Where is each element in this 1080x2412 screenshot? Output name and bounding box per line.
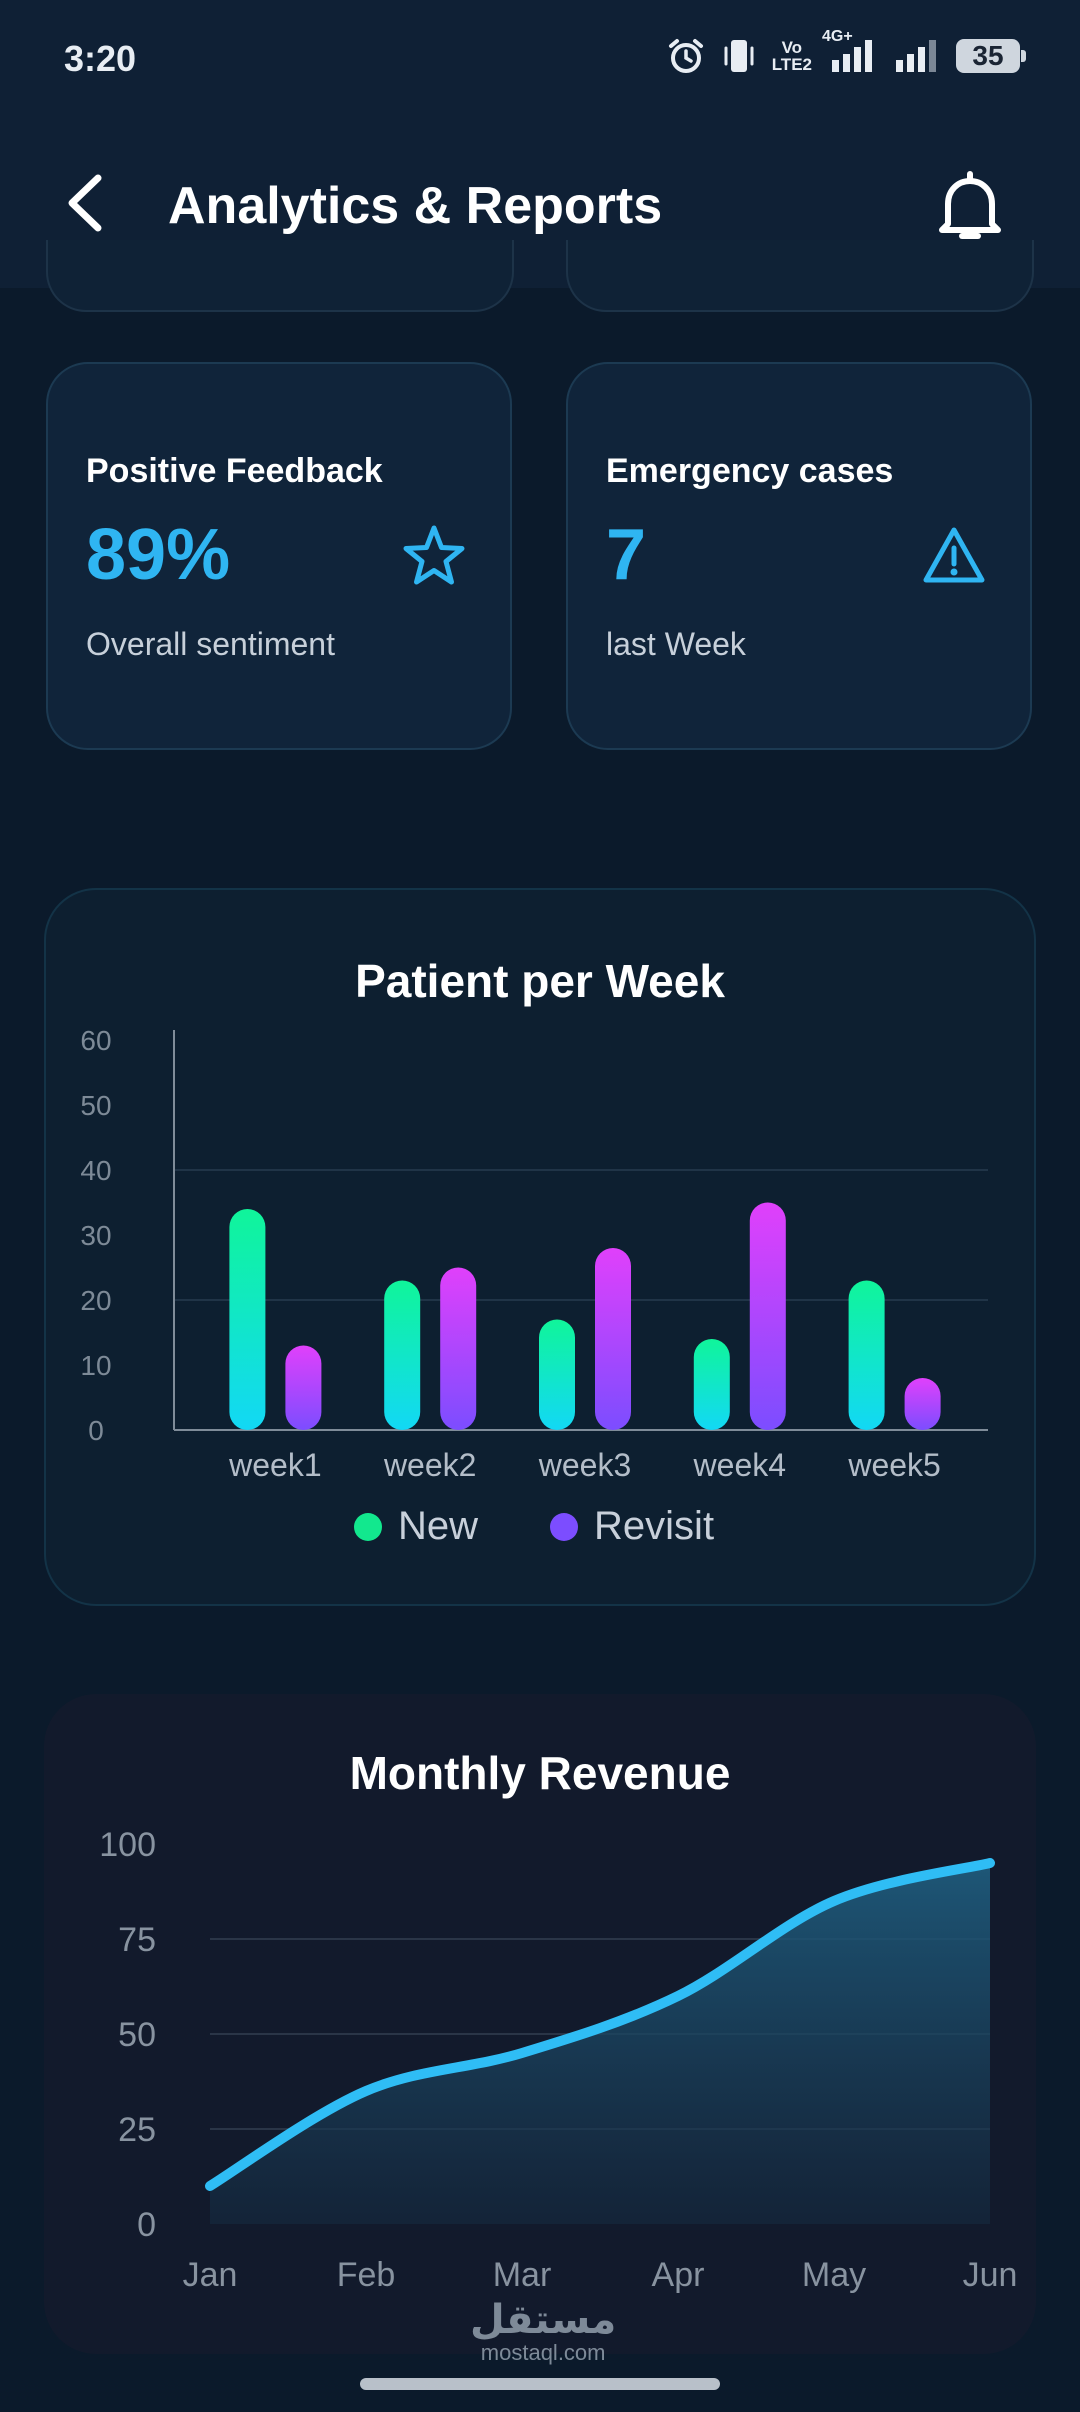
x-tick-label: Apr: [652, 2256, 705, 2294]
stat-subtitle: Overall sentiment: [86, 626, 335, 662]
home-indicator[interactable]: [360, 2378, 720, 2390]
y-tick-label: 25: [118, 2111, 156, 2149]
x-tick-label: May: [802, 2256, 866, 2294]
stat-value: 7: [606, 515, 647, 595]
volte-indicator: Vo LTE2: [771, 38, 812, 74]
bar-revisit: [595, 1248, 631, 1430]
y-tick-label: 0: [137, 2206, 156, 2244]
warning-icon: [923, 527, 985, 583]
stat-card-emergency-cases[interactable]: Emergency cases 7 last Week: [566, 362, 1032, 750]
bell-icon[interactable]: [934, 168, 1006, 244]
y-tick-label: 60: [80, 1025, 111, 1056]
y-tick-label: 40: [80, 1155, 111, 1186]
bar-new: [848, 1280, 885, 1430]
stat-card-positive-feedback[interactable]: Positive Feedback 89% Overall sentiment: [46, 362, 512, 750]
monthly-revenue-card: Monthly Revenue 0 25 50 75 100 Jan Feb Mar Apr Ma…: [44, 1694, 1036, 2354]
alarm-icon: [668, 39, 703, 73]
chart-title: Monthly Revenue: [349, 1747, 731, 1799]
x-tick-label: Feb: [337, 2256, 396, 2294]
legend-dot-new: [354, 1512, 382, 1541]
bar-revisit: [904, 1378, 941, 1430]
chart-legend: New Revisit: [354, 1504, 714, 1549]
bar-revisit: [285, 1345, 322, 1430]
signal-4g: 4G+: [822, 28, 878, 76]
legend-label-revisit: Revisit: [594, 1504, 715, 1548]
bar-new: [384, 1280, 421, 1430]
patient-bar-chart: 0 10 20 30 40 50 60 week1 week2 week3 week4 week5: [80, 1025, 988, 1483]
y-tick-label: 100: [99, 1826, 156, 1864]
bar-revisit: [749, 1202, 786, 1430]
signal-icon: [832, 40, 872, 72]
battery-icon: 35: [956, 39, 1026, 73]
x-tick-label: Jan: [183, 2256, 238, 2294]
y-tick-label: 10: [80, 1350, 111, 1381]
x-tick-label: week4: [693, 1447, 787, 1483]
x-tick-label: week5: [847, 1447, 941, 1483]
stat-value: 89%: [86, 515, 231, 595]
legend-dot-revisit: [550, 1512, 579, 1541]
revenue-area-fill: [210, 1863, 990, 2224]
revenue-line: [205, 1858, 995, 2191]
legend-label-new: New: [398, 1504, 479, 1548]
x-tick-label: Jun: [963, 2256, 1018, 2294]
bar-new: [539, 1319, 575, 1430]
x-tick-label: week3: [538, 1447, 632, 1483]
y-tick-label: 50: [80, 1090, 111, 1121]
y-tick-label: 75: [118, 1921, 156, 1959]
y-tick-label: 50: [118, 2016, 156, 2054]
bar-revisit: [440, 1267, 477, 1430]
stat-subtitle: last Week: [606, 626, 746, 662]
x-tick-label: Mar: [493, 2256, 552, 2294]
stat-card-cutoff: [566, 240, 1034, 312]
bar-new: [693, 1339, 730, 1430]
stat-label: Positive Feedback: [86, 452, 383, 490]
watermark-logo: مستقل mostaql.com: [470, 2298, 617, 2365]
status-time: 3:20: [64, 38, 137, 79]
x-tick-label: week1: [228, 1447, 322, 1483]
chart-title: Patient per Week: [355, 955, 725, 1007]
star-icon: [403, 525, 465, 585]
vibrate-icon: [724, 40, 754, 72]
y-tick-label: 30: [80, 1220, 111, 1251]
stat-card-cutoff: [46, 240, 514, 312]
back-arrow-icon[interactable]: [58, 168, 118, 238]
patient-per-week-card: Patient per Week 0 10 20 30 40 50 60 week1 week2…: [44, 888, 1036, 1606]
x-tick-label: week2: [383, 1447, 477, 1483]
revenue-area-chart: 0 25 50 75 100 Jan Feb Mar Apr May Jun: [99, 1826, 1018, 2294]
bar-new: [229, 1209, 266, 1430]
y-tick-label: 0: [88, 1415, 104, 1446]
signal-icon-2: [896, 40, 936, 72]
status-icons: Vo LTE2 4G+ 35: [666, 28, 1026, 76]
stat-label: Emergency cases: [606, 452, 894, 490]
page-title: Analytics & Reports: [168, 177, 663, 235]
y-tick-label: 20: [80, 1285, 111, 1316]
